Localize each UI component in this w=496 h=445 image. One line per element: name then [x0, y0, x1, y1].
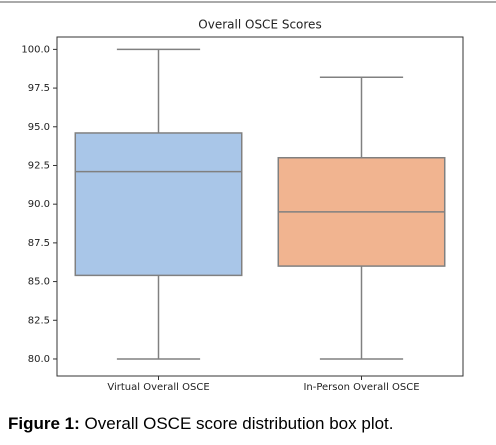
y-tick-label: 95.0 [28, 122, 50, 133]
y-tick-label: 97.5 [28, 83, 50, 94]
caption-text: Overall OSCE score distribution box plot… [85, 414, 394, 433]
chart-title: Overall OSCE Scores [198, 18, 321, 32]
plot-frame [56, 36, 464, 377]
caption: Figure 1: Overall OSCE score distributio… [8, 414, 394, 433]
box [74, 132, 243, 277]
y-tick-label: 92.5 [28, 160, 50, 171]
x-tick-label: In-Person Overall OSCE [303, 382, 419, 393]
y-tick-label: 87.5 [28, 238, 50, 249]
y-tick-label: 80.0 [28, 354, 50, 365]
y-tick-label: 85.0 [28, 277, 50, 288]
y-tick-label: 82.5 [28, 315, 50, 326]
x-tick-label: Virtual Overall OSCE [107, 382, 209, 393]
y-tick-label: 90.0 [28, 199, 50, 210]
caption-label: Figure 1: [8, 414, 80, 433]
y-tick-label: 100.0 [21, 44, 50, 55]
